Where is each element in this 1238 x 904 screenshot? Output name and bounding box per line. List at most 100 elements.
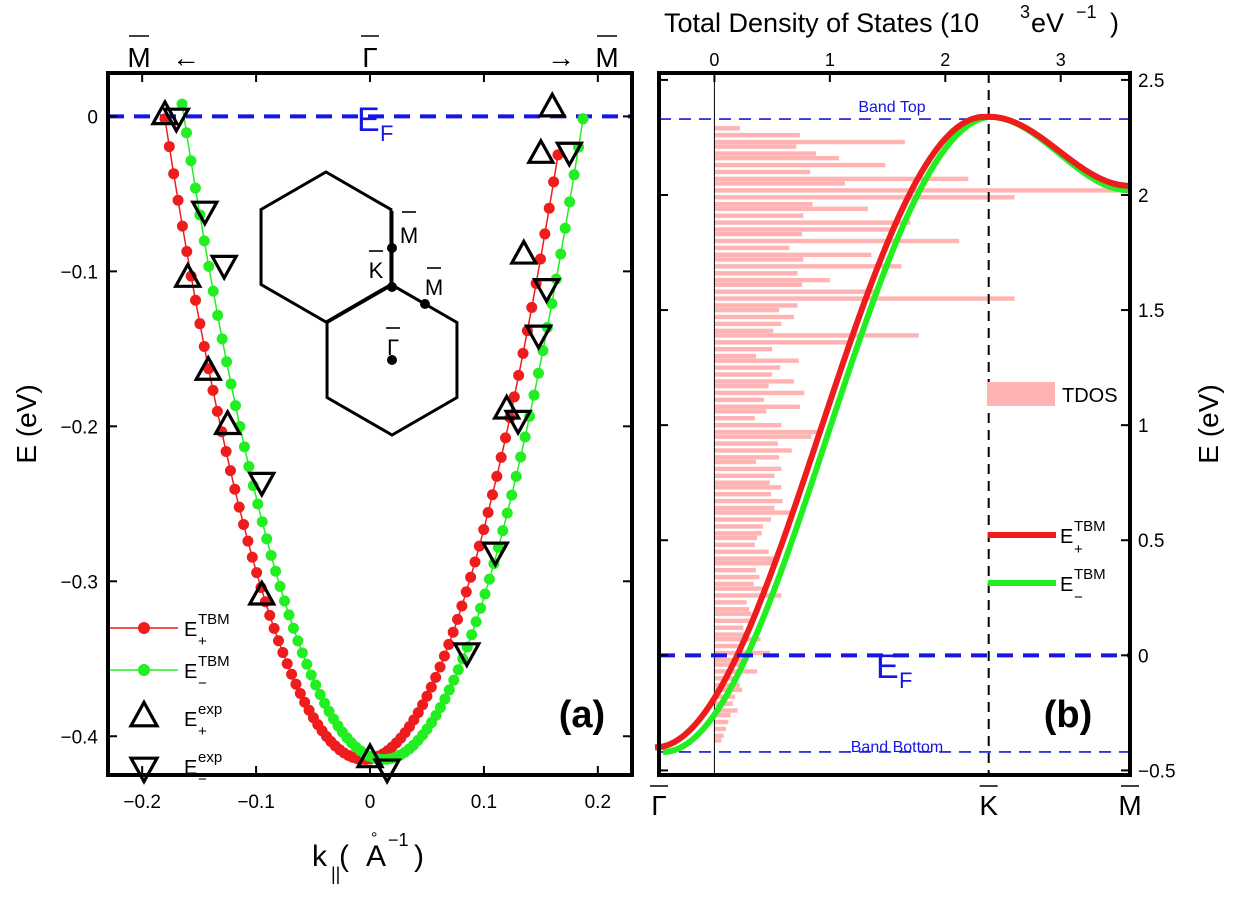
dispersion-dot-plus [251,567,263,579]
tdos-bar [714,441,778,446]
tdos-bar [714,448,792,453]
axes-frame-b [657,71,1132,777]
tdos-bar [714,139,905,145]
tdos-bar [714,353,756,359]
exp-point-minus [523,324,554,352]
tdos-bar [714,383,769,389]
dispersion-dot-plus [172,194,184,206]
dispersion-dot-plus [421,690,433,702]
tdos-bar [714,625,744,630]
dispersion-dot-minus [510,470,522,482]
tdos-bar [714,510,791,515]
tdos-bar [714,155,840,161]
tdos-bar [714,365,781,370]
dispersion-dot-plus [299,696,311,708]
tdos-bar [714,126,740,131]
tdos-bar [714,422,782,428]
panel-label-a: (a) [559,694,605,736]
tdos-bar [714,328,774,333]
exp-point-minus [247,471,277,499]
dispersion-dot-minus [466,629,478,641]
dispersion-dot-minus [203,260,215,272]
tdos-bar [714,726,726,732]
dispersion-dot-plus [447,626,459,638]
tdos-bar [714,434,812,439]
dispersion-dot-minus [301,658,313,670]
legend-panel-a: E TBM+E TBM−E exp+E exp− [110,611,230,788]
dispersion-dot-minus [448,674,460,686]
tdos-bar [714,346,773,352]
exp-point-plus [537,90,567,118]
dispersion-dot-minus [270,565,282,577]
dispersion-dot-minus [564,196,576,208]
legend-label-sub-0: + [198,633,207,650]
tdos-bar [714,611,752,617]
tdos-bar [714,556,775,561]
dispersion-dot-plus [486,489,498,501]
x-tick-label-a: −0.1 [237,792,275,813]
dispersion-dot-minus [265,549,277,561]
tdos-bar [714,637,761,642]
tdos-bar [714,574,760,580]
legend-label-1: E [184,661,197,683]
dispersion-dot-minus [207,285,219,297]
exp-point-plus [150,98,180,126]
fermi-label-b: E [876,648,899,686]
tdos-bar [714,162,886,168]
bz-point-gamma [387,355,397,365]
tdos-bar [714,303,798,308]
y-tick-label-a: −0.2 [60,417,98,438]
top-tick-label-b: 0 [709,50,719,70]
dispersion-dot-minus [243,461,255,473]
tdos-bar [714,517,771,522]
tdos-bar [714,531,762,536]
tdos-bar [714,466,782,472]
dispersion-dot-minus [319,697,331,709]
dispersion-dot-plus [176,220,188,232]
fermi-label-b-subscript: F [899,668,912,693]
dispersion-dot-minus [568,169,580,181]
exp-point-plus [526,137,556,164]
tdos-bar [714,607,750,612]
dispersion-dot-minus [252,498,264,510]
tdos-bar [714,662,744,667]
dispersion-dot-plus [286,668,298,680]
tdos-bar [714,480,770,485]
exp-point-minus [503,409,533,437]
tdos-bar [714,733,724,739]
tdos-bar [714,397,765,403]
legend-label-sup-2: exp [198,701,222,718]
tdos-bar [714,683,740,688]
dispersion-dot-plus [534,253,546,265]
tdos-bar [714,618,754,623]
tdos-bar [714,390,805,396]
dispersion-dot-plus [281,658,293,670]
dispersion-dot-plus [246,551,258,563]
dispersion-dot-plus [264,609,276,621]
tdos-bar [714,289,879,294]
top-tick-label-b: 2 [940,50,950,70]
dispersion-dot-minus [176,98,188,110]
tdos-bar [714,669,758,674]
dispersion-dot-plus [465,571,477,583]
y-tick-label-b: 2.5 [1138,71,1164,92]
y-tick-label-b: 0 [1138,646,1149,667]
tdos-bar [714,549,769,554]
legend-marker-0 [138,622,150,634]
dispersion-dot-minus [452,664,464,676]
exp-point-minus [209,254,239,282]
dispersion-dot-minus [434,702,446,714]
dispersion-dot-minus [185,155,197,167]
legend-label-2: E [184,709,197,731]
dispersion-dot-minus [292,635,304,647]
dispersion-dot-minus [483,573,495,585]
dispersion-dot-plus [539,228,551,240]
dispersion-dot-minus [506,489,518,501]
x-axis-label-sub: || [331,864,340,884]
y-tick-label-a: −0.3 [60,572,98,593]
legend-label-plus-sup: TBM [1074,518,1106,535]
legend-marker-2 [128,699,160,728]
dispersion-dot-plus [508,391,520,403]
bottom-label-b-1: K [979,790,998,821]
legend-marker-3 [128,756,160,785]
